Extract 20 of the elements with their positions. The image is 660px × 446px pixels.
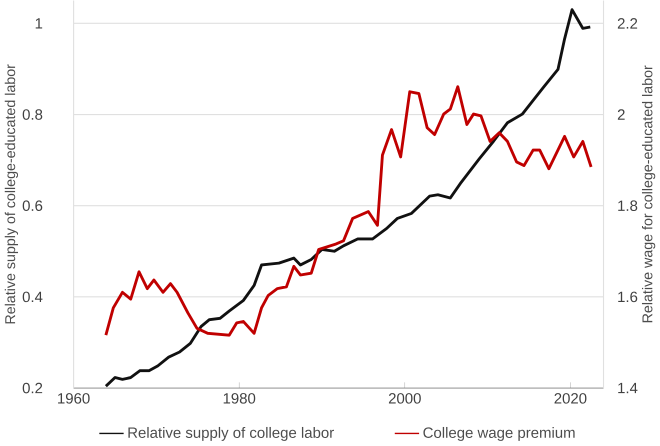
legend-label: Relative supply of college labor xyxy=(128,427,334,442)
line-series xyxy=(104,85,593,337)
y2-axis-title: Relative wage for college-educated labor xyxy=(642,66,656,322)
y-tick-label: 1 xyxy=(36,18,42,29)
y-axis-title: Relative supply of college-educated labor xyxy=(4,64,18,324)
y2-tick-label: 1.4 xyxy=(618,383,638,394)
y-tick-label: 0.2 xyxy=(22,382,42,394)
x-tick-label: 2020 xyxy=(554,393,586,404)
x-tick-label: 1960 xyxy=(58,393,90,404)
y2-tick-label: 1.6 xyxy=(618,292,638,302)
y-tick-label: 0.8 xyxy=(22,109,42,120)
line-series xyxy=(104,8,592,388)
legend-label: College wage premium xyxy=(423,427,575,442)
x-tick-label: 1980 xyxy=(224,393,256,404)
x-tick-label: 2000 xyxy=(388,393,421,404)
y2-tick-label: 2.2 xyxy=(618,18,638,29)
y2-tick-label: 2 xyxy=(618,110,625,120)
y-tick-label: 0.4 xyxy=(22,292,42,302)
y2-tick-label: 1.8 xyxy=(618,200,638,212)
y-tick-label: 0.6 xyxy=(22,200,42,212)
